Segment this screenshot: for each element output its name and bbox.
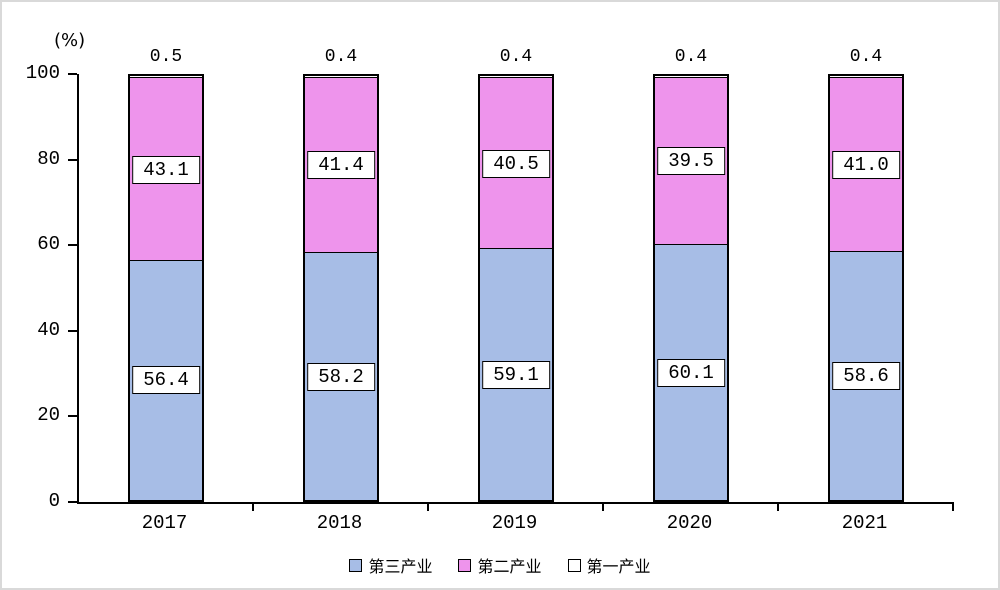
y-axis-tick	[68, 329, 77, 332]
segment-value-label: 41.4	[307, 151, 375, 180]
bar-segment	[130, 76, 202, 79]
legend-marker	[458, 558, 472, 572]
bar-2018: 58.2 41.4 0.4	[303, 47, 379, 502]
bar-top-value-label: 0.4	[324, 47, 358, 67]
bar-2021: 58.6 41.0 0.4	[828, 47, 904, 502]
plot-area: 56.4 43.1 0.5 58.2 41.4 0.4 59.1 40.5 0.4 60.1 39.…	[68, 47, 954, 511]
bar-segment	[305, 76, 377, 78]
y-axis-tick-label: 100	[25, 62, 60, 84]
segment-value-label: 39.5	[657, 147, 725, 176]
segment-value-label: 60.1	[657, 358, 725, 387]
y-axis-tick	[68, 501, 77, 503]
bar-segment	[480, 76, 552, 78]
x-axis-category-label: 2018	[316, 512, 363, 534]
segment-value-label: 43.1	[132, 155, 200, 184]
legend-marker	[567, 558, 581, 572]
y-axis-tick	[68, 158, 77, 161]
segment-value-label: 58.6	[832, 361, 900, 390]
bar-top-value-label: 0.4	[674, 47, 708, 67]
legend-label: 第三产业	[368, 557, 433, 576]
y-axis-tick-label: 20	[37, 404, 60, 427]
bar-2019: 59.1 40.5 0.4	[478, 47, 554, 502]
x-axis-labels: 2017 2018 2019 2020 2021	[77, 512, 952, 534]
y-axis-tick	[68, 415, 77, 418]
bar-2017: 56.4 43.1 0.5	[128, 47, 204, 502]
bar-segment	[830, 76, 902, 78]
y-axis-tick-label: 40	[37, 318, 60, 341]
x-axis-category-label: 2020	[666, 512, 713, 534]
x-axis-category-label: 2017	[141, 512, 188, 534]
y-axis-tick-label: 0	[48, 490, 60, 512]
y-axis-tick-label: 80	[37, 147, 60, 170]
x-axis-tick	[427, 504, 429, 511]
x-axis-tick	[252, 504, 254, 511]
bar-segment	[655, 76, 727, 78]
segment-value-label: 41.0	[832, 150, 900, 179]
x-axis-tick	[777, 504, 779, 511]
segment-value-label: 58.2	[307, 362, 375, 391]
legend-item: 第一产业	[567, 553, 651, 577]
bar-top-value-label: 0.4	[499, 47, 533, 67]
x-axis-tick	[602, 504, 604, 511]
segment-value-label: 59.1	[482, 360, 550, 389]
bar-top-value-label: 0.4	[849, 47, 883, 67]
y-axis-tick	[68, 73, 77, 75]
segment-value-label: 56.4	[132, 366, 200, 395]
y-axis-tick-label: 60	[37, 233, 60, 256]
x-axis-category-label: 2019	[491, 512, 538, 534]
y-axis-tick	[68, 244, 77, 247]
x-axis-tick	[952, 504, 954, 511]
legend-item: 第三产业	[349, 553, 432, 577]
segment-value-label: 40.5	[482, 149, 550, 178]
legend-label: 第一产业	[586, 557, 651, 576]
legend-item: 第二产业	[458, 553, 542, 577]
legend-marker	[349, 558, 363, 572]
bar-2020: 60.1 39.5 0.4	[653, 47, 729, 502]
y-axis-unit-label: (%)	[54, 30, 86, 51]
bar-top-value-label: 0.5	[149, 47, 183, 67]
legend: 第三产业 第二产业 第一产业	[2, 553, 998, 577]
legend-label: 第二产业	[477, 557, 542, 576]
x-axis-category-label: 2021	[841, 512, 888, 534]
